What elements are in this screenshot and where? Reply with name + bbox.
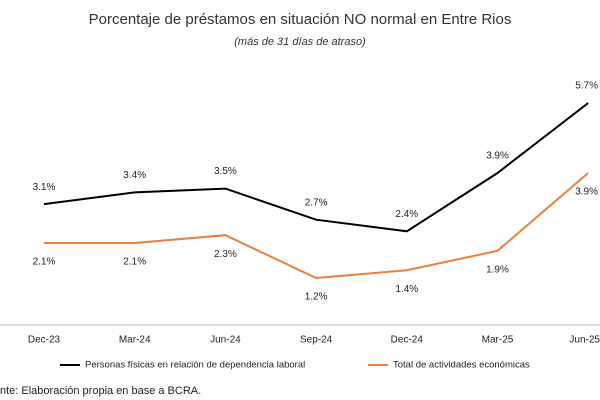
legend-label: Personas físicas en relación de dependen… — [85, 360, 305, 371]
data-label: 1.2% — [305, 292, 328, 303]
data-label: 3.1% — [33, 182, 56, 193]
data-label: 2.7% — [305, 197, 328, 208]
x-tick-label: Dec-24 — [391, 335, 424, 346]
x-tick-label: Jun-25 — [569, 335, 600, 346]
chart-subtitle: (más de 31 días de atraso) — [234, 36, 366, 48]
x-tick-label: Jun-24 — [210, 335, 241, 346]
series-line — [43, 102, 589, 233]
data-label: 3.4% — [123, 170, 146, 181]
series-line — [44, 172, 589, 280]
data-label: 2.1% — [33, 257, 56, 268]
data-label: 2.3% — [214, 249, 237, 260]
source-note: nte: Elaboración propia en base a BCRA. — [0, 385, 201, 397]
chart-title: Porcentaje de préstamos en situación NO … — [89, 11, 512, 28]
x-tick-label: Mar-24 — [119, 335, 151, 346]
x-tick-label: Dec-23 — [28, 335, 61, 346]
x-tick-label: Sep-24 — [300, 335, 333, 346]
data-label: 2.1% — [123, 257, 146, 268]
data-label: 2.4% — [395, 209, 418, 220]
data-label: 5.7% — [575, 81, 598, 92]
data-label: 1.9% — [486, 264, 509, 275]
legend-label: Total de actividades económicas — [393, 360, 530, 371]
x-tick-label: Mar-25 — [482, 335, 514, 346]
data-label: 3.5% — [214, 166, 237, 177]
data-label: 1.4% — [395, 284, 418, 295]
data-label: 3.9% — [575, 187, 598, 198]
data-label: 3.9% — [486, 151, 509, 162]
